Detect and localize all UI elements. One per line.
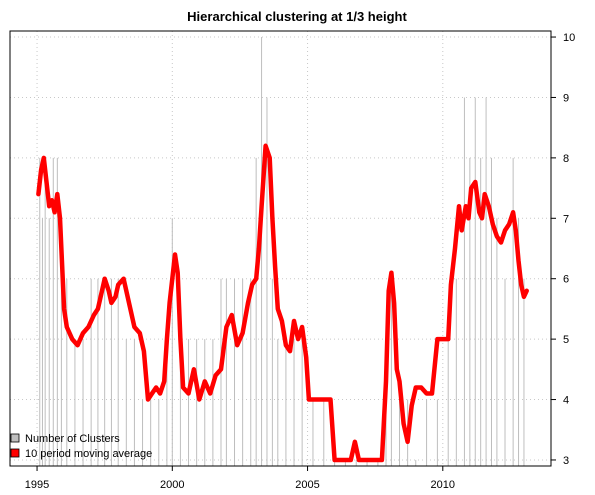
y-tick-label: 3: [563, 455, 569, 467]
x-tick-label: 2005: [295, 479, 319, 491]
y-tick-label: 9: [563, 92, 569, 104]
moving-average-series: [36, 143, 529, 463]
y-tick-label: 8: [563, 153, 569, 165]
y-tick-label: 7: [563, 213, 569, 225]
y-tick-label: 5: [563, 334, 569, 346]
y-tick-label: 4: [563, 395, 569, 407]
grid: [10, 31, 551, 466]
x-tick-label: 2000: [160, 479, 184, 491]
cluster-spikes: [39, 37, 525, 466]
legend-swatch-moving-average: [10, 448, 20, 458]
moving-average-line: [36, 143, 529, 463]
chart-title: Hierarchical clustering at 1/3 height: [187, 9, 407, 24]
x-tick-label: 1995: [25, 479, 49, 491]
x-axis: 1995 2000 2005 2010: [25, 466, 455, 491]
x-tick-label: 2010: [431, 479, 455, 491]
plot-frame: [9, 30, 552, 467]
legend-swatch-clusters: [10, 433, 20, 443]
y-axis: 3 4 5 6 7 8 9 10: [551, 32, 575, 467]
legend-label-clusters: Number of Clusters: [25, 433, 120, 445]
y-tick-label: 10: [563, 32, 575, 44]
legend-label-moving-average: 10 period moving average: [25, 448, 152, 460]
legend: Number of Clusters 10 period moving aver…: [10, 433, 152, 460]
y-tick-label: 6: [563, 274, 569, 286]
